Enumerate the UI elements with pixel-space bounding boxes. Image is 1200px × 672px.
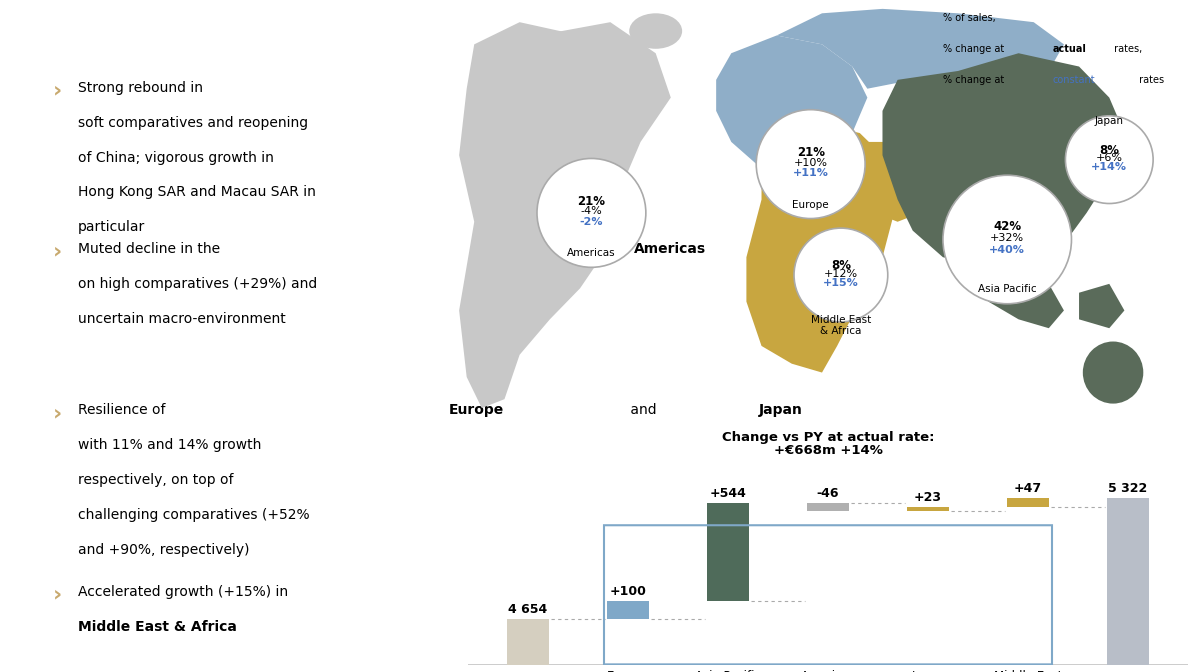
Text: % of sales,: % of sales,: [943, 13, 996, 24]
Text: Q1-23*: Q1-23*: [505, 671, 551, 672]
Text: +10%: +10%: [793, 157, 828, 167]
Text: challenging comparatives (+52%: challenging comparatives (+52%: [78, 508, 310, 522]
Text: Japan: Japan: [912, 671, 944, 672]
Text: +544: +544: [709, 487, 746, 499]
Text: on: on: [910, 81, 931, 95]
Text: soft comparatives and reopening: soft comparatives and reopening: [78, 116, 308, 130]
Text: Europe: Europe: [449, 403, 504, 417]
Text: +47: +47: [1014, 482, 1042, 495]
Text: -4%: -4%: [581, 206, 602, 216]
Polygon shape: [746, 124, 898, 372]
Text: Change vs PY at actual rate:: Change vs PY at actual rate:: [721, 431, 935, 444]
Text: with 11% and 14% growth: with 11% and 14% growth: [78, 438, 262, 452]
Polygon shape: [776, 9, 1064, 89]
Text: Muted decline in the: Muted decline in the: [78, 242, 224, 256]
Text: +14%: +14%: [1091, 162, 1127, 172]
Polygon shape: [490, 22, 671, 200]
Ellipse shape: [756, 110, 865, 218]
Ellipse shape: [794, 228, 888, 322]
Text: Americas: Americas: [634, 242, 706, 256]
Text: 21%: 21%: [577, 195, 606, 208]
Text: Europe: Europe: [792, 200, 829, 210]
Text: +40%: +40%: [989, 245, 1025, 255]
Text: Americas: Americas: [568, 249, 616, 258]
Text: +11%: +11%: [793, 168, 828, 178]
Text: +15%: +15%: [823, 278, 859, 288]
Text: Asia Pacific: Asia Pacific: [978, 284, 1037, 294]
Text: +12%: +12%: [824, 269, 858, 279]
Text: actual: actual: [1052, 44, 1086, 54]
Text: 4 654: 4 654: [509, 603, 547, 616]
Text: of China; vigorous growth in: of China; vigorous growth in: [78, 151, 274, 165]
Text: Hong Kong SAR and Macau SAR in: Hong Kong SAR and Macau SAR in: [78, 185, 316, 200]
Text: Middle East
& Africa: Middle East & Africa: [811, 315, 871, 337]
Text: 42%: 42%: [994, 220, 1021, 233]
Text: 8%: 8%: [1099, 144, 1120, 157]
Bar: [707, 503, 749, 601]
Text: Europe: Europe: [607, 671, 649, 672]
Text: +23: +23: [914, 491, 942, 504]
Text: +32%: +32%: [990, 233, 1025, 243]
Polygon shape: [882, 53, 1124, 266]
Bar: [1108, 499, 1150, 672]
Text: rates: rates: [1135, 75, 1164, 85]
Ellipse shape: [1066, 116, 1153, 204]
Text: ›: ›: [53, 242, 62, 262]
Text: -2%: -2%: [580, 217, 604, 227]
Text: ›: ›: [53, 81, 62, 101]
Text: +€668m +14%: +€668m +14%: [774, 444, 882, 457]
Text: Middle East
& Africa: Middle East & Africa: [994, 671, 1062, 672]
Polygon shape: [989, 266, 1064, 328]
Text: Middle East & Africa: Middle East & Africa: [78, 620, 236, 634]
Text: Q1-24: Q1-24: [1109, 671, 1147, 672]
Text: -46: -46: [817, 487, 839, 499]
Text: 21%: 21%: [797, 146, 824, 159]
Polygon shape: [1079, 284, 1124, 328]
Ellipse shape: [1082, 341, 1144, 404]
Text: +100: +100: [610, 585, 647, 598]
Polygon shape: [460, 22, 618, 408]
Bar: [607, 601, 649, 620]
Text: Japan: Japan: [758, 403, 803, 417]
Text: ›: ›: [53, 585, 62, 605]
Text: Accelerated growth (+15%) in: Accelerated growth (+15%) in: [78, 585, 288, 599]
Text: respectively, on top of: respectively, on top of: [78, 473, 234, 487]
Text: % change at: % change at: [943, 44, 1007, 54]
Polygon shape: [859, 142, 936, 222]
Ellipse shape: [536, 159, 646, 267]
Bar: [808, 503, 850, 511]
Text: ›: ›: [53, 403, 62, 423]
Text: Strong rebound in: Strong rebound in: [78, 81, 208, 95]
Text: +6%: +6%: [1096, 153, 1123, 163]
Text: and +90%, respectively): and +90%, respectively): [78, 543, 250, 557]
Ellipse shape: [629, 13, 682, 49]
Polygon shape: [716, 36, 868, 177]
Ellipse shape: [943, 175, 1072, 304]
Text: Japan: Japan: [1094, 116, 1123, 126]
Text: uncertain macro-environment: uncertain macro-environment: [78, 312, 286, 326]
Text: 8%: 8%: [830, 259, 851, 272]
Text: Asia Pacific: Asia Pacific: [554, 81, 643, 95]
Text: 5 322: 5 322: [1109, 482, 1147, 495]
Ellipse shape: [1106, 134, 1135, 176]
Text: and: and: [626, 403, 661, 417]
Text: rates,: rates,: [1111, 44, 1142, 54]
Bar: [907, 507, 949, 511]
Text: particular: particular: [78, 220, 145, 235]
Text: Americas: Americas: [800, 671, 856, 672]
Text: Resilience of: Resilience of: [78, 403, 170, 417]
Text: on high comparatives (+29%) and: on high comparatives (+29%) and: [78, 277, 317, 291]
Text: Asia Pacific: Asia Pacific: [695, 671, 761, 672]
Bar: [508, 620, 550, 672]
Text: % change at: % change at: [943, 75, 1007, 85]
Text: constant: constant: [1052, 75, 1096, 85]
Bar: [1007, 499, 1049, 507]
